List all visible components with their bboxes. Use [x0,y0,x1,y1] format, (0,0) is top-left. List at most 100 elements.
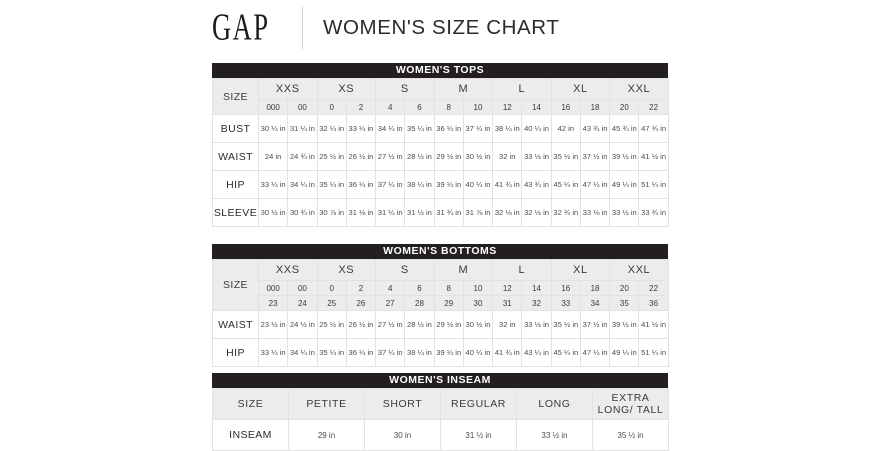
bottoms-waist-9: 33 ½ in [521,310,552,339]
bottoms-waist-12: 39 ½ in [609,310,640,339]
bottoms-row-label-waist: WAIST [212,310,259,339]
bottoms-waistsize-9: 32 [521,295,552,311]
tops-waist-9: 33 ½ in [521,142,552,171]
tops-num-3: 2 [345,99,377,115]
tops-waist-11: 37 ½ in [579,142,611,171]
bottoms-num-8: 12 [492,280,523,296]
tops-alpha-size-row: SIZE XXS XS S M L XL XXL [212,78,669,115]
inseam-col-petite: PETITE [288,388,365,420]
bottoms-alpha-xl: XL [550,259,611,281]
tops-bust-8: 38 ¼ in [492,114,523,143]
bottoms-num-12: 20 [609,280,640,296]
tops-num-1: 00 [287,99,318,115]
table-row: WAIST 24 in 24 ¾ in 25 ½ in 26 ½ in 27 ½… [212,142,669,171]
tops-hip-2: 35 ¼ in [316,170,347,199]
bottoms-waist-2: 25 ½ in [316,310,347,339]
bottoms-waist-7: 30 ½ in [462,310,494,339]
tops-hip-10: 45 ¼ in [550,170,581,199]
masthead-divider [302,7,304,49]
tops-hip-1: 34 ¼ in [287,170,318,199]
bottoms-waist-size-row: 23 24 25 26 27 28 29 30 31 32 33 34 35 3… [213,295,669,311]
inseam-value-petite: 29 in [288,419,365,451]
bottoms-num-13: 22 [638,280,669,296]
tops-sleeve-0: 30 ½ in [257,198,289,227]
tops-numeric-size-row: 000 00 0 2 4 6 8 10 12 14 16 18 20 22 [213,99,669,115]
tops-hip-4: 37 ¼ in [375,170,406,199]
inseam-header-row: SIZE PETITE SHORT REGULAR LONG EXTRA LON… [212,388,669,420]
tops-alpha-l: L [492,78,552,100]
inseam-size-label: SIZE [212,388,289,420]
tops-waist-2: 25 ½ in [316,142,347,171]
bottoms-hip-11: 47 ¼ in [579,338,611,367]
tops-bust-13: 47 ¾ in [638,114,669,143]
tops-bust-10: 42 in [550,114,581,143]
tops-bust-5: 35 ¼ in [404,114,435,143]
tops-bust-4: 34 ¼ in [375,114,406,143]
bottoms-alpha-s: S [375,259,435,281]
tops-waist-3: 26 ½ in [345,142,377,171]
tops-size-label: SIZE [212,78,259,115]
tops-hip-11: 47 ¼ in [579,170,611,199]
womens-bottoms-body: SIZE XXS XS S M L XL XXL 000 00 0 2 4 6 … [212,259,669,367]
bottoms-waistsize-7: 30 [462,295,494,311]
bottoms-hip-2: 35 ¼ in [316,338,347,367]
table-row: HIP 33 ¼ in 34 ¼ in 35 ¼ in 36 ¼ in 37 ¼… [212,338,669,367]
womens-inseam-section: WOMEN'S INSEAM SIZE PETITE SHORT REGULAR… [212,373,669,451]
tops-bust-12: 45 ¾ in [609,114,640,143]
womens-tops-banner: WOMEN'S TOPS [212,63,668,78]
inseam-row-label: INSEAM [212,419,289,451]
womens-inseam-table: SIZE PETITE SHORT REGULAR LONG EXTRA LON… [212,388,669,451]
inseam-col-short: SHORT [364,388,441,420]
bottoms-num-0: 000 [257,280,289,296]
tops-waist-12: 39 ½ in [609,142,640,171]
tops-alpha-xs: XS [316,78,377,100]
bottoms-waist-8: 32 in [492,310,523,339]
bottoms-waist-5: 28 ½ in [404,310,435,339]
bottoms-hip-5: 38 ¼ in [404,338,435,367]
tops-num-4: 4 [375,99,406,115]
bottoms-num-3: 2 [345,280,377,296]
bottoms-waist-4: 27 ½ in [375,310,406,339]
tops-row-label-waist: WAIST [212,142,259,171]
tops-bust-1: 31 ¼ in [287,114,318,143]
tops-alpha-xl: XL [550,78,611,100]
bottoms-num-2: 0 [316,280,347,296]
tops-waist-1: 24 ¾ in [287,142,318,171]
bottoms-waist-1: 24 ½ in [287,310,318,339]
womens-inseam-body: SIZE PETITE SHORT REGULAR LONG EXTRA LON… [212,388,669,451]
size-chart-page: GAP WOMEN'S SIZE CHART WOMEN'S TOPS SIZE… [212,7,669,451]
tops-hip-7: 40 ¼ in [462,170,494,199]
womens-tops-section: WOMEN'S TOPS SIZE XXS XS S M L XL XXL 0 [212,63,669,227]
tops-hip-13: 51 ¼ in [638,170,669,199]
bottoms-hip-7: 40 ¼ in [462,338,494,367]
tops-num-11: 18 [579,99,611,115]
bottoms-hip-1: 34 ¼ in [287,338,318,367]
tops-waist-4: 27 ½ in [375,142,406,171]
tops-sleeve-10: 32 ¾ in [550,198,581,227]
tops-waist-7: 30 ½ in [462,142,494,171]
bottoms-waistsize-3: 26 [345,295,377,311]
tops-waist-5: 28 ½ in [404,142,435,171]
tops-num-6: 8 [433,99,464,115]
womens-bottoms-table: SIZE XXS XS S M L XL XXL 000 00 0 2 4 6 … [212,259,669,367]
tops-row-label-hip: HIP [212,170,259,199]
inseam-col-regular: REGULAR [440,388,517,420]
womens-tops-body: SIZE XXS XS S M L XL XXL 000 00 0 2 4 6 … [212,78,669,227]
bottoms-waist-10: 35 ½ in [550,310,581,339]
tops-bust-9: 40 ¼ in [521,114,552,143]
tops-num-7: 10 [462,99,494,115]
womens-bottoms-banner: WOMEN'S BOTTOMS [212,244,668,259]
tops-num-5: 6 [404,99,435,115]
tops-num-13: 22 [638,99,669,115]
bottoms-num-5: 6 [404,280,435,296]
table-row: SLEEVE 30 ½ in 30 ¾ in 30 ⅞ in 31 ⅛ in 3… [212,198,669,227]
bottoms-num-10: 16 [550,280,581,296]
bottoms-num-6: 8 [433,280,464,296]
bottoms-waistsize-8: 31 [492,295,523,311]
tops-sleeve-11: 33 ⅛ in [579,198,611,227]
tops-alpha-m: M [433,78,494,100]
tops-waist-6: 29 ½ in [433,142,464,171]
bottoms-waistsize-12: 35 [609,295,640,311]
bottoms-row-label-hip: HIP [212,338,259,367]
tops-bust-0: 30 ¼ in [257,114,289,143]
